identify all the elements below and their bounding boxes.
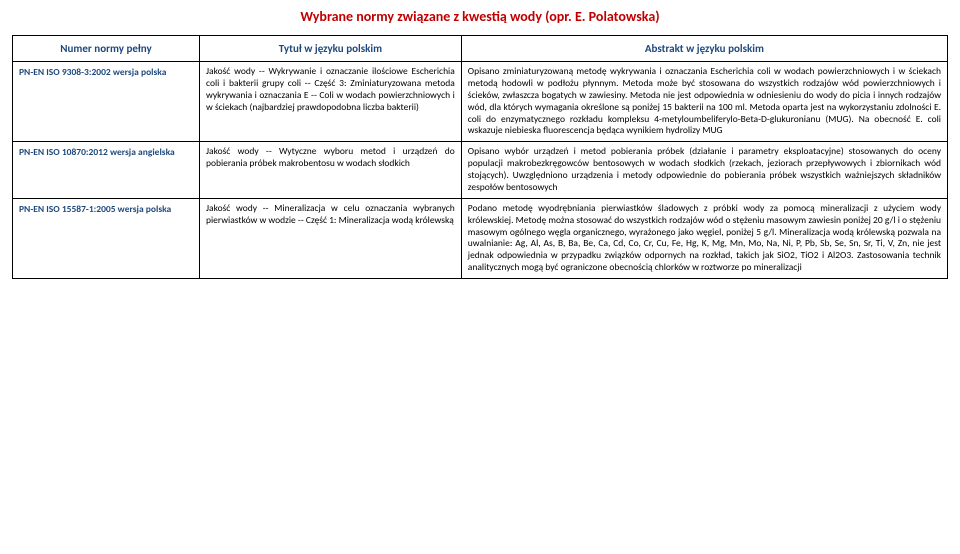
cell-norm-title: Jakość wody -- Wytyczne wyboru metod i u… xyxy=(200,142,462,199)
col-header-title: Tytuł w języku polskim xyxy=(200,36,462,62)
standards-table: Numer normy pełny Tytuł w języku polskim… xyxy=(12,35,948,279)
cell-norm-abstract: Podano metodę wyodrębniania pierwiastków… xyxy=(461,198,947,278)
cell-norm-title: Jakość wody -- Wykrywanie i oznaczanie i… xyxy=(200,62,462,142)
cell-norm-number: PN-EN ISO 9308-3:2002 wersja polska xyxy=(13,62,200,142)
table-header-row: Numer normy pełny Tytuł w języku polskim… xyxy=(13,36,948,62)
page-title: Wybrane normy związane z kwestią wody (o… xyxy=(12,8,948,25)
cell-norm-abstract: Opisano zminiaturyzowaną metodę wykrywan… xyxy=(461,62,947,142)
cell-norm-title: Jakość wody -- Mineralizacja w celu ozna… xyxy=(200,198,462,278)
cell-norm-abstract: Opisano wybór urządzeń i metod pobierani… xyxy=(461,142,947,199)
table-row: PN-EN ISO 9308-3:2002 wersja polska Jako… xyxy=(13,62,948,142)
cell-norm-number: PN-EN ISO 10870:2012 wersja angielska xyxy=(13,142,200,199)
table-row: PN-EN ISO 15587-1:2005 wersja polska Jak… xyxy=(13,198,948,278)
table-row: PN-EN ISO 10870:2012 wersja angielska Ja… xyxy=(13,142,948,199)
col-header-number: Numer normy pełny xyxy=(13,36,200,62)
cell-norm-number: PN-EN ISO 15587-1:2005 wersja polska xyxy=(13,198,200,278)
col-header-abstract: Abstrakt w języku polskim xyxy=(461,36,947,62)
